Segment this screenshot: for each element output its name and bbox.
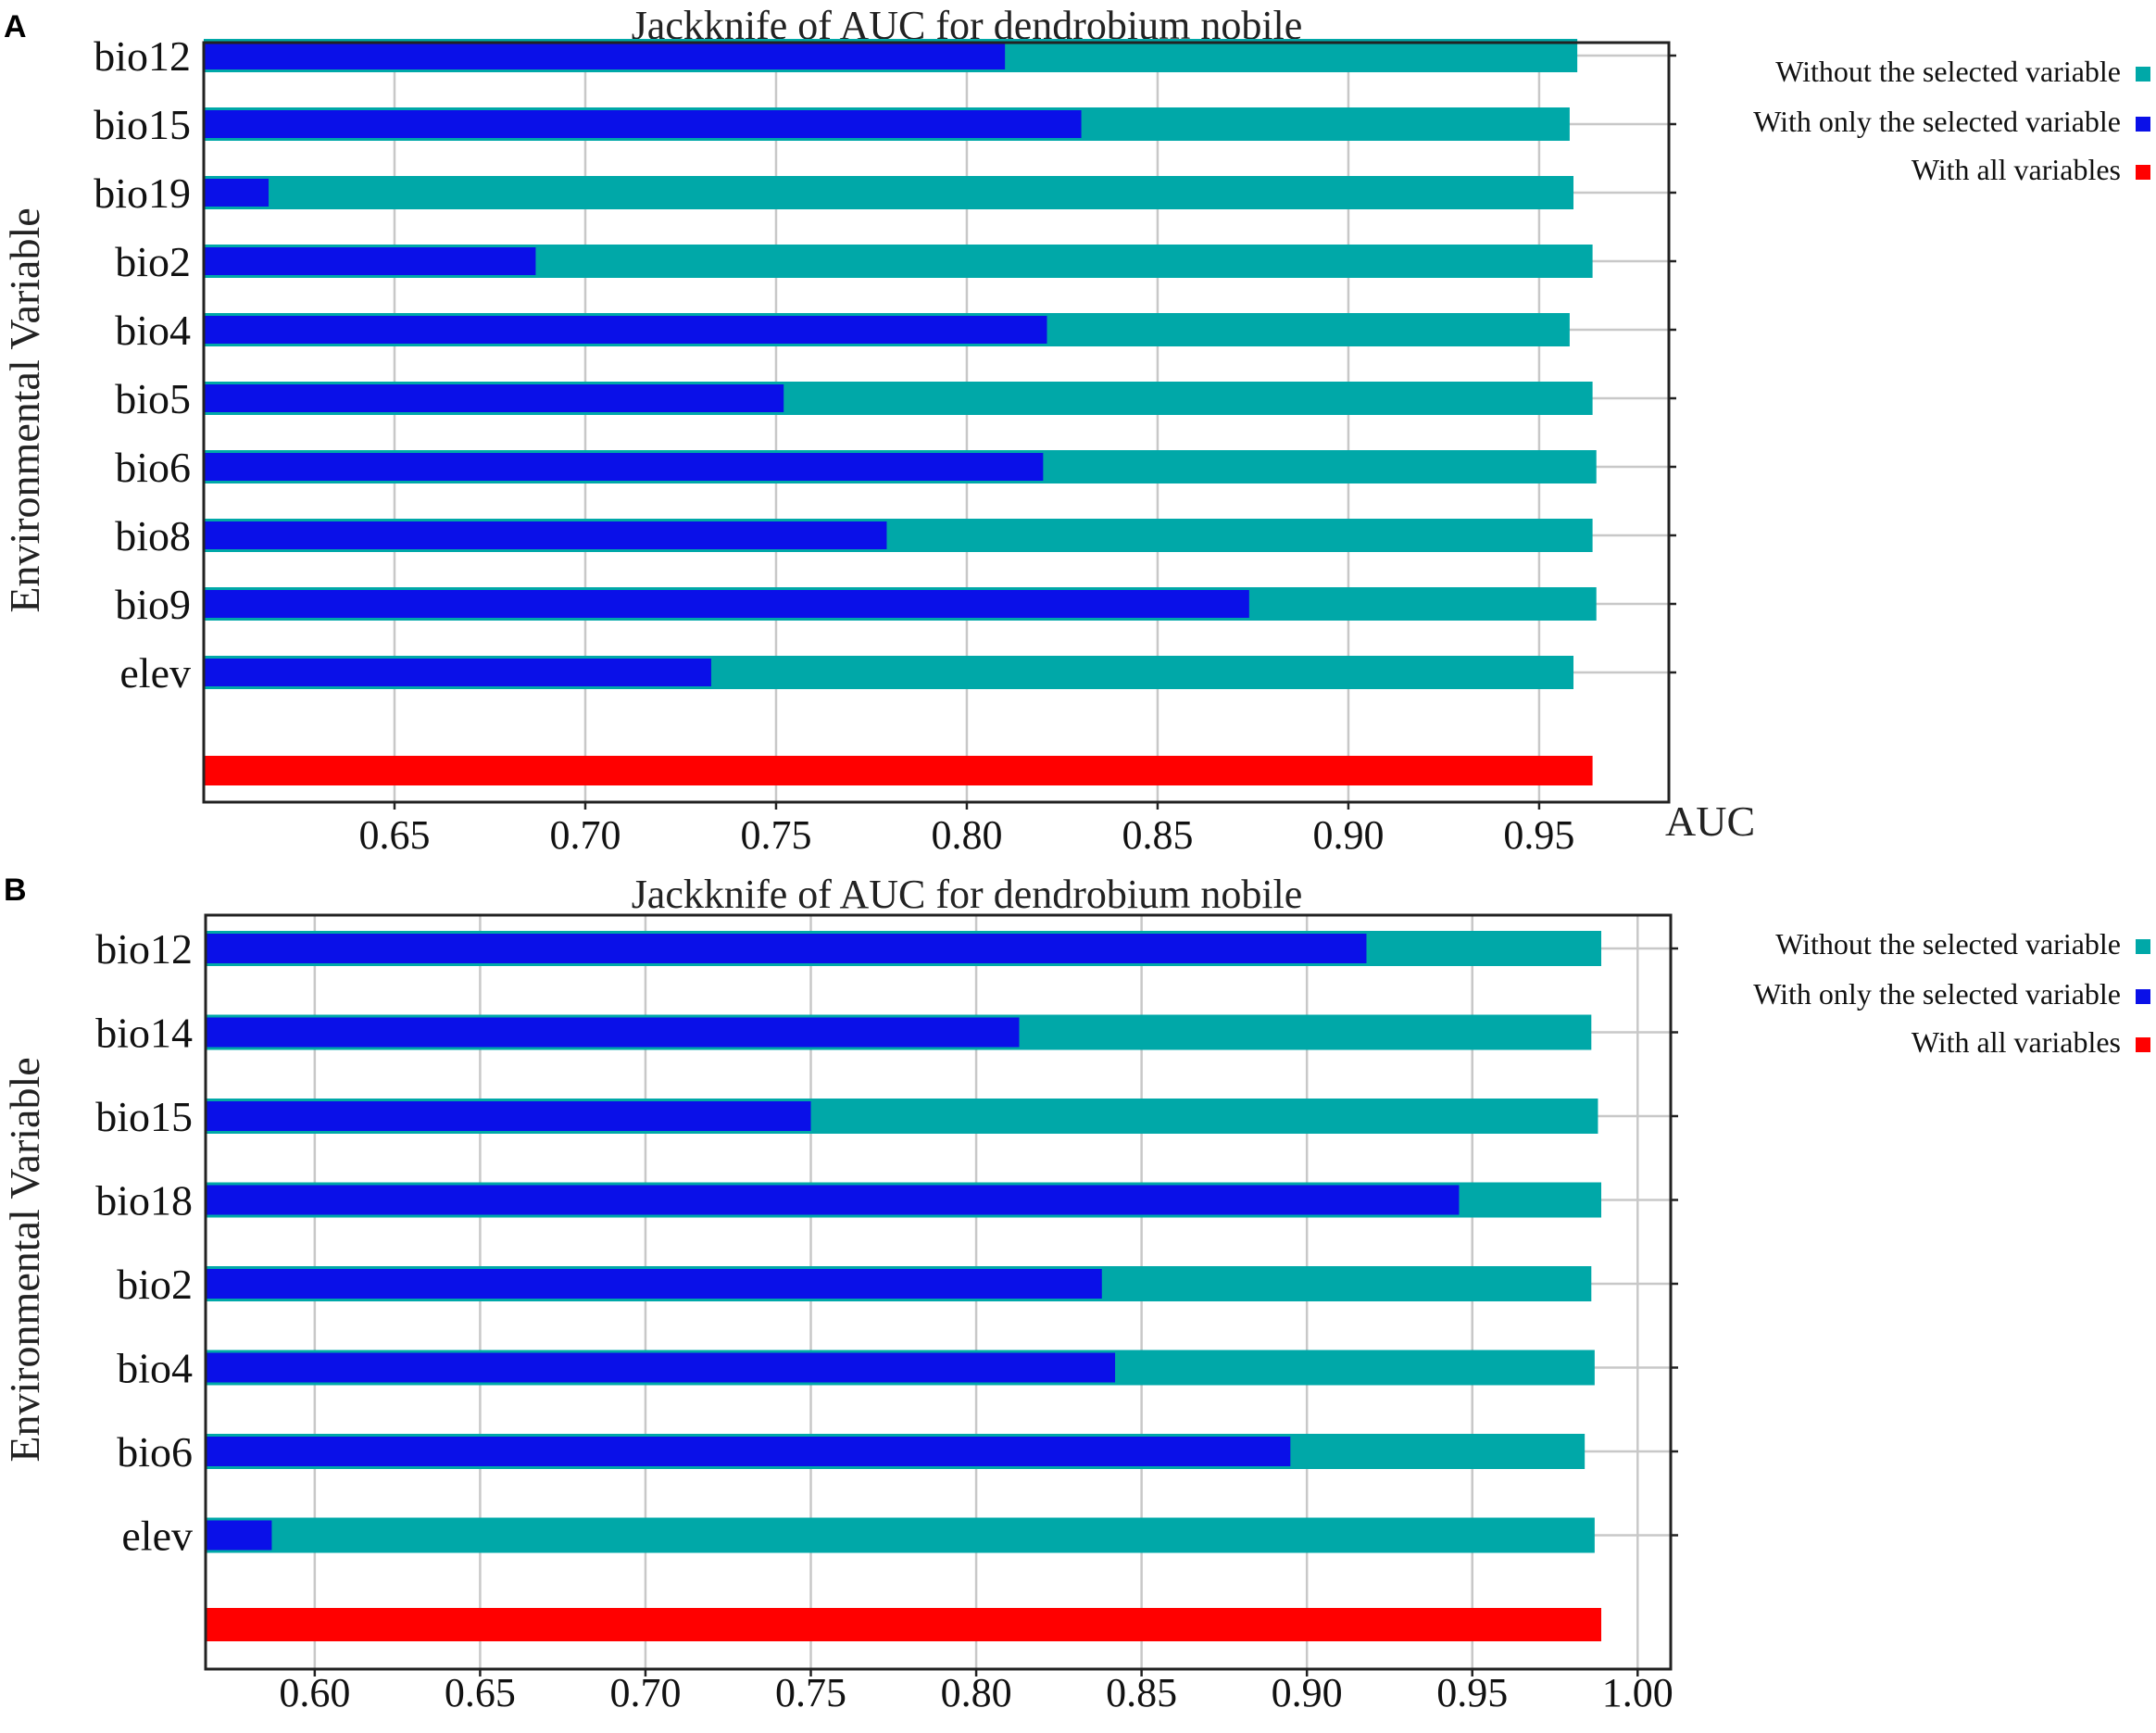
panel-a-legend-with-only: With only the selected variable [1753,105,2121,138]
bar-with-only-bio4 [204,316,1047,344]
bar-all-variables [206,1608,1602,1641]
bar-with-only-elev [206,1520,272,1551]
category-label-bio12: bio12 [95,925,193,973]
bar-all-variables [204,756,1593,785]
panel-b-legend-swatch-with-only [2136,989,2150,1004]
panel-a-legend-swatch-all [2136,165,2150,180]
x-tick-label: 0.75 [740,812,811,858]
panel-b-bars [206,931,1602,1641]
panel-b-y-axis-label: Environmental Variable [1,1057,48,1462]
category-label-bio4: bio4 [115,307,191,354]
panel-a-legend: Without the selected variable With only … [1753,55,2150,186]
category-label-bio19: bio19 [94,170,191,217]
category-label-bio2: bio2 [115,238,191,285]
panel-a-category-labels: bio12 bio15 bio19 bio2 bio4 bio5 bio6 bio8 bio9 e… [94,32,191,697]
category-label-bio15: bio15 [95,1093,193,1140]
x-tick-label: 0.65 [445,1670,516,1715]
x-tick-label: 0.80 [931,812,1002,858]
bar-without-elev [206,1517,1595,1553]
panel-b-legend-swatch-without [2136,939,2150,954]
category-label-bio18: bio18 [95,1177,193,1224]
category-label-bio6: bio6 [117,1428,193,1476]
panel-a-letter: A [4,9,27,44]
bar-with-only-bio8 [204,521,887,549]
bar-with-only-bio18 [206,1185,1460,1215]
category-label-bio2: bio2 [117,1261,193,1308]
x-tick-label: 0.95 [1436,1670,1508,1715]
panel-b-x-ticks: 0.60 0.65 0.70 0.75 0.80 0.85 0.90 0.95 1.00 [279,947,1678,1715]
x-tick-label: 1.00 [1602,1670,1673,1715]
panel-b-legend-without: Without the selected variable [1775,927,2121,961]
panel-a-x-axis-label: AUC [1665,797,1755,845]
bar-with-only-bio2 [206,1269,1102,1299]
bar-with-only-bio2 [204,247,536,275]
panel-a-x-ticks: 0.65 0.70 0.75 0.80 0.85 0.90 0.95 [358,54,1676,858]
bar-with-only-bio6 [206,1437,1291,1466]
bar-with-only-bio14 [206,1017,1020,1048]
category-label-bio15: bio15 [94,101,191,148]
x-tick-label: 0.80 [941,1670,1012,1715]
panel-b-legend-with-only: With only the selected variable [1753,977,2121,1011]
category-label-bio6: bio6 [115,444,191,491]
panel-a-bars [204,39,1597,785]
panel-a: A Jackknife of AUC for dendrobium nobile… [1,3,2150,858]
bar-without-bio19 [204,176,1574,209]
panel-a-legend-swatch-without [2136,67,2150,82]
category-label-bio5: bio5 [115,375,191,422]
panel-a-legend-without: Without the selected variable [1775,55,2121,88]
panel-b-category-labels: bio12 bio14 bio15 bio18 bio2 bio4 bio6 elev [95,925,193,1560]
bar-with-only-bio5 [204,384,784,412]
bar-with-only-elev [204,659,711,686]
panel-b-legend-swatch-all [2136,1037,2150,1052]
category-label-elev: elev [121,1513,193,1560]
category-label-bio4: bio4 [117,1345,193,1392]
x-tick-label: 0.90 [1312,812,1384,858]
panel-b: B Jackknife of AUC for dendrobium nobile… [1,872,2150,1715]
x-tick-label: 0.85 [1106,1670,1177,1715]
x-tick-label: 0.70 [549,812,620,858]
panel-a-plot-frame [202,41,1671,804]
panel-b-legend: Without the selected variable With only … [1753,927,2150,1059]
panel-a-legend-swatch-with-only [2136,117,2150,132]
x-tick-label: 0.75 [775,1670,846,1715]
bar-with-only-bio12 [206,934,1367,963]
bar-with-only-bio4 [206,1352,1116,1383]
bar-with-only-bio19 [204,179,270,207]
panel-b-plot-frame [204,913,1673,1671]
category-label-bio8: bio8 [115,512,191,559]
category-label-bio14: bio14 [95,1010,193,1057]
bar-with-only-bio12 [204,42,1006,69]
bar-with-only-bio9 [204,590,1249,618]
x-tick-label: 0.65 [358,812,430,858]
x-tick-label: 0.95 [1503,812,1574,858]
x-tick-label: 0.85 [1122,812,1193,858]
panel-a-y-axis-label: Environmental Variable [1,207,48,612]
panel-a-legend-all: With all variables [1912,153,2121,186]
bar-with-only-bio15 [206,1101,811,1131]
x-tick-label: 0.60 [279,1670,350,1715]
panel-b-legend-all: With all variables [1912,1025,2121,1059]
bar-with-only-bio6 [204,453,1044,481]
category-label-bio9: bio9 [115,581,191,628]
panel-b-title: Jackknife of AUC for dendrobium nobile [632,872,1303,917]
category-label-elev: elev [119,649,191,697]
panel-b-letter: B [4,873,27,908]
bar-with-only-bio15 [204,110,1082,138]
x-tick-label: 0.90 [1272,1670,1343,1715]
category-label-bio12: bio12 [94,32,191,80]
x-tick-label: 0.70 [609,1670,681,1715]
